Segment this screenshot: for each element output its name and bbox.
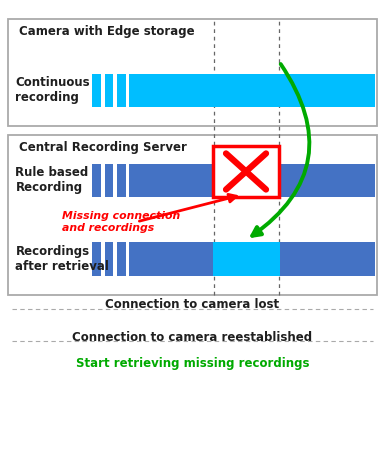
- Bar: [92, 164, 101, 197]
- Text: Connection to camera reestablished: Connection to camera reestablished: [72, 331, 313, 344]
- Bar: [117, 164, 126, 197]
- Bar: [117, 74, 126, 107]
- Text: Continuous
recording: Continuous recording: [15, 76, 90, 104]
- Bar: [213, 146, 279, 197]
- Text: Camera with Edge storage: Camera with Edge storage: [19, 25, 195, 38]
- Text: Recordings
after retrieval: Recordings after retrieval: [15, 245, 109, 273]
- Bar: [105, 242, 113, 276]
- Bar: [129, 74, 375, 107]
- Text: Rule based
Recording: Rule based Recording: [15, 167, 89, 194]
- FancyArrowPatch shape: [252, 64, 310, 236]
- Bar: [105, 164, 113, 197]
- Bar: [129, 164, 213, 197]
- Bar: [8, 19, 377, 126]
- Text: Central Recording Server: Central Recording Server: [19, 141, 187, 154]
- Text: Connection to camera lost: Connection to camera lost: [105, 298, 280, 312]
- Text: Start retrieving missing recordings: Start retrieving missing recordings: [76, 357, 309, 370]
- Bar: [213, 242, 280, 276]
- Bar: [105, 74, 113, 107]
- Bar: [92, 242, 101, 276]
- Bar: [129, 242, 213, 276]
- Bar: [280, 242, 375, 276]
- Text: Missing connection
and recordings: Missing connection and recordings: [62, 211, 180, 233]
- Bar: [280, 164, 375, 197]
- Bar: [8, 135, 377, 294]
- Bar: [92, 74, 101, 107]
- Bar: [117, 242, 126, 276]
